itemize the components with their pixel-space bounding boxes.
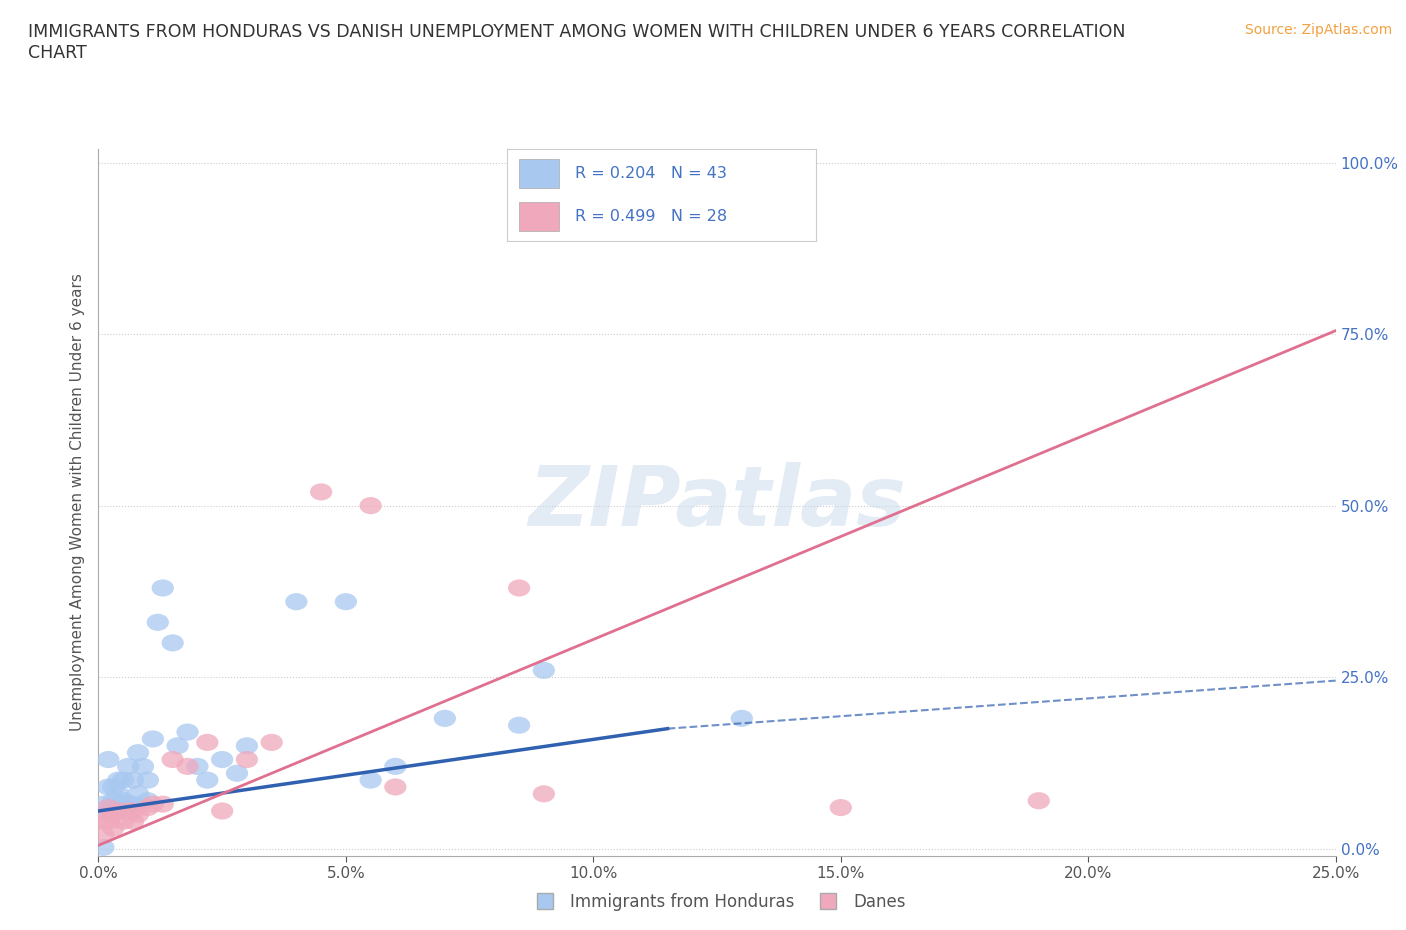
Ellipse shape	[93, 839, 114, 856]
Ellipse shape	[127, 744, 149, 762]
Ellipse shape	[360, 772, 382, 789]
Ellipse shape	[112, 813, 135, 830]
Ellipse shape	[122, 813, 145, 830]
Y-axis label: Unemployment Among Women with Children Under 6 years: Unemployment Among Women with Children U…	[69, 273, 84, 731]
Ellipse shape	[103, 806, 124, 823]
Ellipse shape	[508, 579, 530, 596]
Ellipse shape	[127, 785, 149, 803]
Ellipse shape	[197, 772, 218, 789]
Ellipse shape	[508, 717, 530, 734]
Ellipse shape	[107, 772, 129, 789]
Ellipse shape	[103, 792, 124, 809]
Ellipse shape	[122, 803, 145, 819]
Ellipse shape	[97, 778, 120, 795]
Ellipse shape	[97, 799, 120, 817]
Legend: Immigrants from Honduras, Danes: Immigrants from Honduras, Danes	[522, 886, 912, 918]
Ellipse shape	[1028, 792, 1050, 809]
Ellipse shape	[335, 593, 357, 610]
Ellipse shape	[93, 803, 114, 819]
Text: IMMIGRANTS FROM HONDURAS VS DANISH UNEMPLOYMENT AMONG WOMEN WITH CHILDREN UNDER : IMMIGRANTS FROM HONDURAS VS DANISH UNEMP…	[28, 23, 1126, 41]
Ellipse shape	[93, 827, 114, 844]
Ellipse shape	[433, 710, 456, 727]
Ellipse shape	[136, 792, 159, 809]
Ellipse shape	[112, 772, 135, 789]
Ellipse shape	[533, 785, 555, 803]
Ellipse shape	[211, 803, 233, 819]
Ellipse shape	[107, 803, 129, 819]
Ellipse shape	[162, 751, 184, 768]
Text: CHART: CHART	[28, 44, 87, 61]
Ellipse shape	[360, 497, 382, 514]
Ellipse shape	[309, 484, 332, 500]
Ellipse shape	[93, 813, 114, 830]
Ellipse shape	[103, 803, 124, 819]
Ellipse shape	[176, 758, 198, 775]
Ellipse shape	[384, 758, 406, 775]
Ellipse shape	[127, 806, 149, 823]
Ellipse shape	[107, 785, 129, 803]
Ellipse shape	[132, 758, 155, 775]
Ellipse shape	[166, 737, 188, 754]
Ellipse shape	[146, 614, 169, 631]
Ellipse shape	[117, 795, 139, 813]
Ellipse shape	[103, 778, 124, 795]
Ellipse shape	[97, 799, 120, 817]
Ellipse shape	[830, 799, 852, 817]
Ellipse shape	[122, 772, 145, 789]
Ellipse shape	[226, 764, 247, 782]
Ellipse shape	[236, 737, 259, 754]
Ellipse shape	[112, 803, 135, 819]
Ellipse shape	[112, 792, 135, 809]
Ellipse shape	[731, 710, 754, 727]
Ellipse shape	[97, 813, 120, 830]
Ellipse shape	[136, 799, 159, 817]
Ellipse shape	[103, 819, 124, 837]
Ellipse shape	[186, 758, 208, 775]
Text: ZIPatlas: ZIPatlas	[529, 461, 905, 543]
Ellipse shape	[197, 734, 218, 751]
Ellipse shape	[117, 803, 139, 819]
Ellipse shape	[117, 758, 139, 775]
Ellipse shape	[152, 579, 174, 596]
Ellipse shape	[136, 772, 159, 789]
Ellipse shape	[384, 778, 406, 795]
Ellipse shape	[533, 662, 555, 679]
Ellipse shape	[162, 634, 184, 651]
Ellipse shape	[285, 593, 308, 610]
Ellipse shape	[93, 795, 114, 813]
Ellipse shape	[107, 799, 129, 817]
Ellipse shape	[211, 751, 233, 768]
Ellipse shape	[260, 734, 283, 751]
Ellipse shape	[142, 795, 165, 813]
Ellipse shape	[236, 751, 259, 768]
Ellipse shape	[152, 795, 174, 813]
Ellipse shape	[142, 730, 165, 748]
Ellipse shape	[97, 751, 120, 768]
Ellipse shape	[176, 724, 198, 740]
Text: Source: ZipAtlas.com: Source: ZipAtlas.com	[1244, 23, 1392, 37]
Ellipse shape	[122, 795, 145, 813]
